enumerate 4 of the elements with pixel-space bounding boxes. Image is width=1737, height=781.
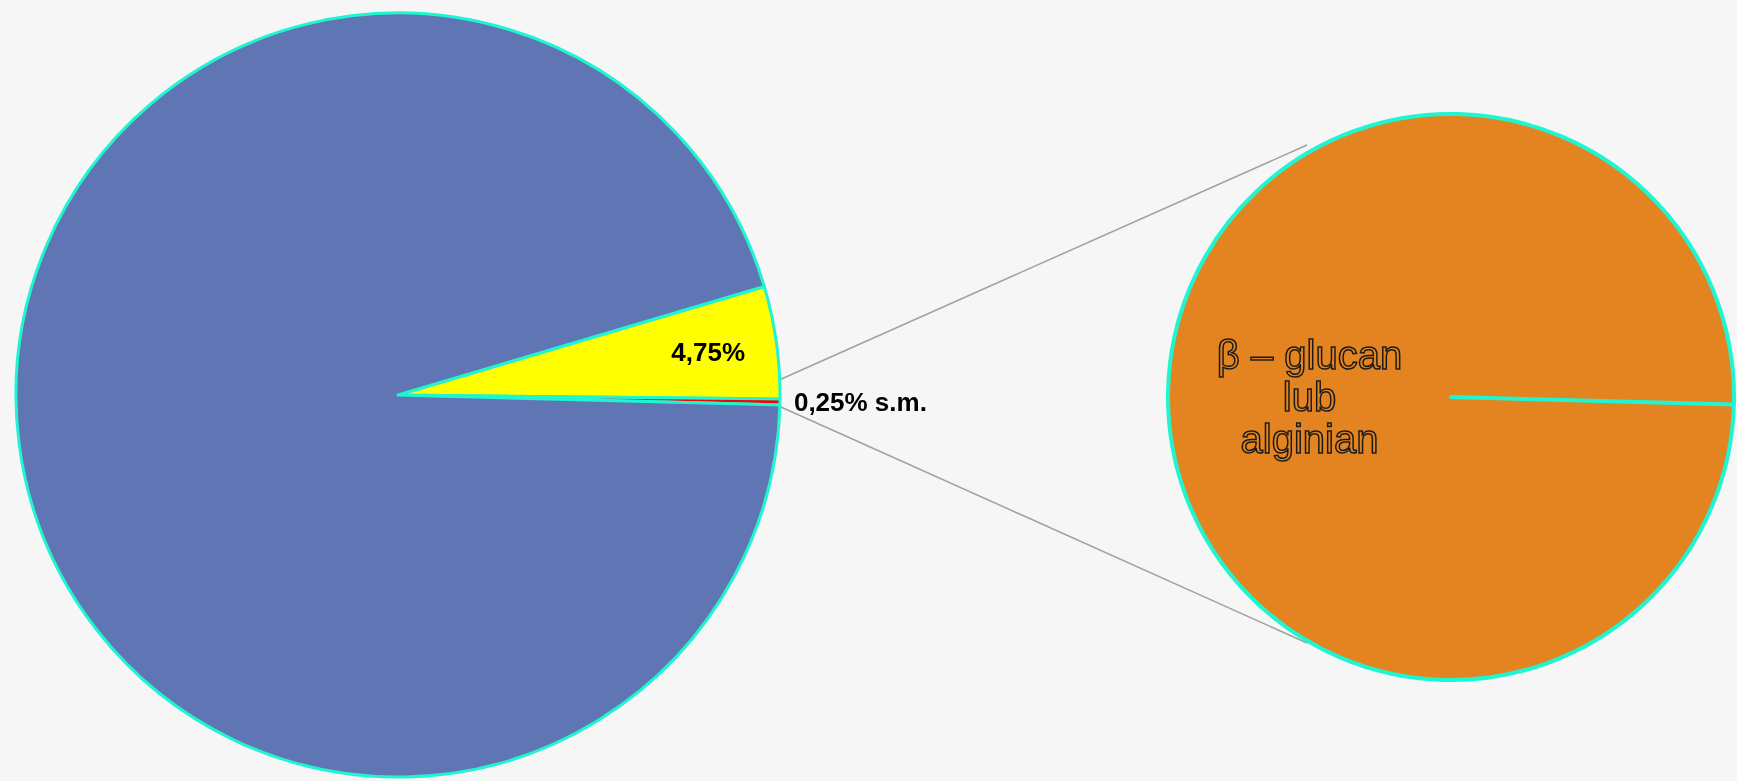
data-label: 4,75% <box>671 336 746 367</box>
pie-slice <box>14 11 782 779</box>
slice-label: β – glucan lub alginian <box>1216 333 1403 461</box>
data-label: 0,25% s.m. <box>793 387 927 418</box>
